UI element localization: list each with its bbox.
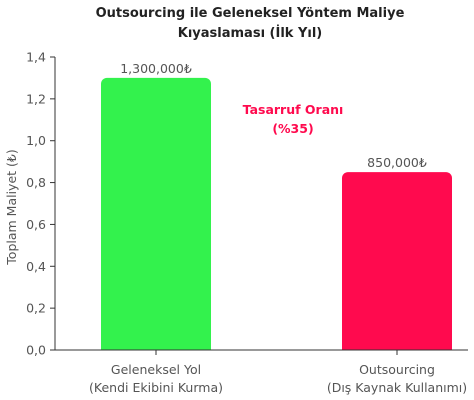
y-tick-label: 0,8 <box>26 175 46 190</box>
y-axis-title: Toplam Maliyet (₺) <box>4 149 19 265</box>
x-category-label: Geleneksel Yol <box>111 362 201 377</box>
bar-base <box>342 342 452 350</box>
y-tick-label: 1,2 <box>26 91 46 106</box>
x-category-label: (Kendi Ekibini Kurma) <box>89 380 223 395</box>
x-category-label: Outsourcing <box>359 362 435 377</box>
savings-annotation-line: Tasarruf Oranı <box>243 102 344 117</box>
bar <box>342 172 452 350</box>
y-tick-label: 1,0 <box>26 133 46 148</box>
bars: 1,300,000₺ 850,000₺ <box>101 61 452 350</box>
x-category-label: (Dış Kaynak Kullanımı) <box>327 380 467 395</box>
y-tick-label: 0,0 <box>26 343 46 358</box>
bar-base <box>101 342 211 350</box>
chart-title-line-2: Kıyaslaması (İlk Yıl) <box>178 25 322 41</box>
chart-title-line-1: Outsourcing ile Geleneksel Yöntem Maliye <box>96 6 405 21</box>
bar-data-label: 1,300,000₺ <box>120 61 192 76</box>
x-axis: Geleneksel Yol (Kendi Ekibini Kurma) Outso… <box>55 349 468 395</box>
bar <box>101 77 211 350</box>
y-tick-label: 0,6 <box>26 217 46 232</box>
y-tick-label: 0,2 <box>26 301 46 316</box>
savings-annotation: Tasarruf Oranı (%35) <box>243 102 344 136</box>
chart-title: Outsourcing ile Geleneksel Yöntem Maliye… <box>96 6 405 41</box>
y-tick-label: 0,4 <box>26 259 46 274</box>
savings-annotation-line: (%35) <box>272 121 313 136</box>
y-axis: 0,0 0,2 0,4 0,6 0,8 1,0 1,2 1,4 <box>26 50 56 358</box>
bar-data-label: 850,000₺ <box>367 155 427 170</box>
y-tick-label: 1,4 <box>26 50 46 65</box>
